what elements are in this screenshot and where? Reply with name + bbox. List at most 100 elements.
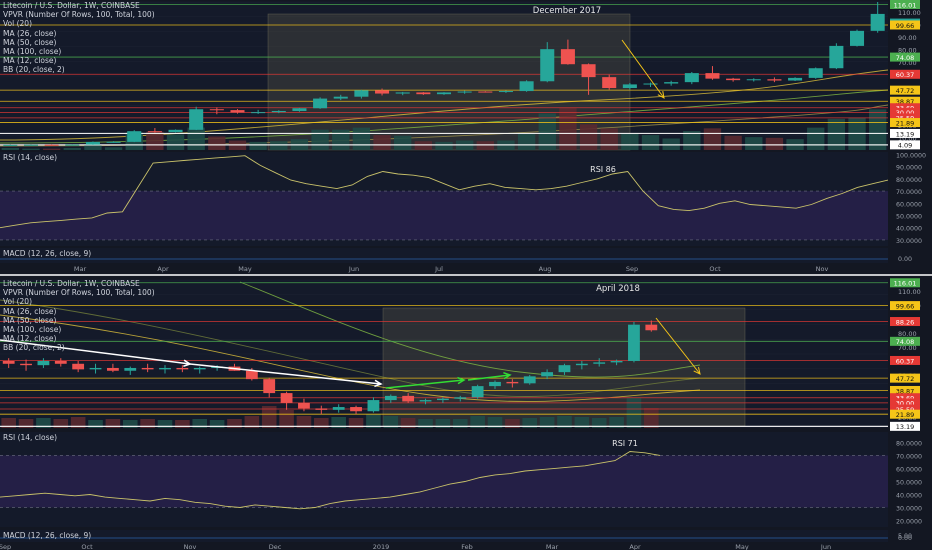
top-candle <box>65 144 80 146</box>
top-volume-bar <box>517 133 536 150</box>
top-volume-bar <box>579 124 598 150</box>
bottom-candle-body <box>645 324 658 331</box>
top-time-axis-label: Sep <box>626 265 638 273</box>
bottom-volume-bar <box>505 419 520 428</box>
bottom-time-axis-label: May <box>735 543 749 550</box>
bottom-price-axis-label: 110.00 <box>898 288 921 296</box>
top-volume-bar <box>869 109 887 150</box>
top-volume-bar <box>807 127 825 150</box>
bottom-trend-arrow-1 <box>189 363 382 385</box>
bottom-trend-arrow-head-3 <box>503 372 512 380</box>
top-time-axis-label: Oct <box>709 265 721 273</box>
top-ma-line-0 <box>0 69 889 141</box>
bottom-rsi-band <box>0 455 888 508</box>
top-candle-body <box>622 84 637 89</box>
top-volume-bar <box>559 108 577 150</box>
bottom-candle <box>124 366 137 375</box>
bottom-volume-bar <box>296 416 312 428</box>
bottom-candle <box>2 358 15 368</box>
bottom-price-badge <box>890 373 920 383</box>
bottom-price-badge-text: 99.66 <box>896 302 915 310</box>
top-price-badge-text: 60.37 <box>896 71 915 79</box>
bottom-trend-arrow-4 <box>655 317 701 375</box>
bottom-volume-bar <box>279 410 294 428</box>
bottom-candle-body <box>350 407 362 412</box>
top-candle-body <box>602 77 617 89</box>
top-candle-body <box>643 83 658 85</box>
top-candle <box>127 130 142 143</box>
bottom-volume-bar <box>1 418 16 428</box>
bottom-volume-bar <box>418 419 433 428</box>
bottom-volume-bar <box>452 419 468 428</box>
top-price-badge-text: 30.00 <box>896 109 915 117</box>
bottom-price-badge <box>890 393 920 403</box>
bottom-price-badge <box>890 404 920 414</box>
bottom-candle-body <box>454 397 467 399</box>
bottom-rsi-axis-label: 60.0000 <box>896 466 922 473</box>
bottom-candle-body <box>315 408 328 410</box>
top-price-axis-label: 80.00 <box>898 47 917 55</box>
bottom-volume-bar <box>644 408 659 428</box>
bottom-candle <box>471 384 484 399</box>
bottom-volume-bar <box>470 416 485 428</box>
bottom-time-axis-label: Sep <box>0 543 11 550</box>
bottom-price-badge <box>890 409 920 419</box>
top-candle <box>746 78 761 82</box>
top-time-axis-label: Jun <box>348 265 359 273</box>
bottom-price-badge <box>890 278 920 288</box>
top-candle <box>498 90 513 93</box>
top-candle <box>354 89 369 99</box>
top-volume-bar <box>745 137 763 150</box>
bottom-candle <box>176 365 189 373</box>
top-candle-body <box>540 49 555 82</box>
top-candle-body <box>44 144 59 146</box>
top-candle <box>726 77 741 82</box>
bottom-candle-body <box>124 367 137 371</box>
bottom-price-badge-text: 116.01 <box>894 280 917 288</box>
bottom-candle-body <box>523 376 536 384</box>
bottom-volume-bar <box>400 418 416 428</box>
top-price-badge <box>890 0 920 9</box>
top-candle-body <box>726 78 741 81</box>
top-candle-body <box>395 92 410 94</box>
bottom-time-axis-label: 2019 <box>373 543 390 550</box>
bottom-price-badge <box>890 301 920 311</box>
top-price-badge-text: 4.09 <box>898 142 912 150</box>
top-volume-bar <box>476 141 494 150</box>
top-volume-bar <box>414 141 433 150</box>
top-candle <box>519 80 534 92</box>
top-candle <box>540 42 555 83</box>
bottom-price-badge <box>890 385 920 395</box>
bottom-price-badge-text: 74.08 <box>896 338 915 346</box>
top-candle <box>767 77 782 83</box>
top-candle-body <box>354 90 369 97</box>
bottom-candle <box>350 405 362 415</box>
top-volume-bar <box>22 148 40 150</box>
top-time-axis-label: Mar <box>74 265 87 273</box>
bottom-candle <box>593 358 606 367</box>
top-candle-body <box>457 91 472 93</box>
bottom-volume-bar <box>539 417 555 428</box>
top-rsi-band <box>0 191 888 240</box>
bottom-trend-arrow-3 <box>467 374 511 381</box>
bottom-candle-body <box>575 363 588 366</box>
top-candle <box>416 92 431 95</box>
bottom-candle <box>280 391 293 410</box>
top-rsi-annotation: RSI 86 <box>590 165 616 174</box>
bottom-volume-bar <box>261 406 277 428</box>
top-candle-body <box>333 96 348 99</box>
top-time-axis-label: Apr <box>157 265 169 273</box>
top-candle-body <box>436 92 452 95</box>
top-price-badge <box>890 69 920 79</box>
bottom-candle <box>141 363 154 373</box>
top-candle-body <box>85 141 100 145</box>
top-volume-bar <box>63 147 81 150</box>
top-volume-bar <box>703 128 722 150</box>
top-rsi-line <box>0 155 889 229</box>
top-candle-body <box>705 73 720 79</box>
top-candle-body <box>808 68 823 78</box>
bottom-candle <box>419 398 432 405</box>
bottom-candle <box>610 359 623 366</box>
